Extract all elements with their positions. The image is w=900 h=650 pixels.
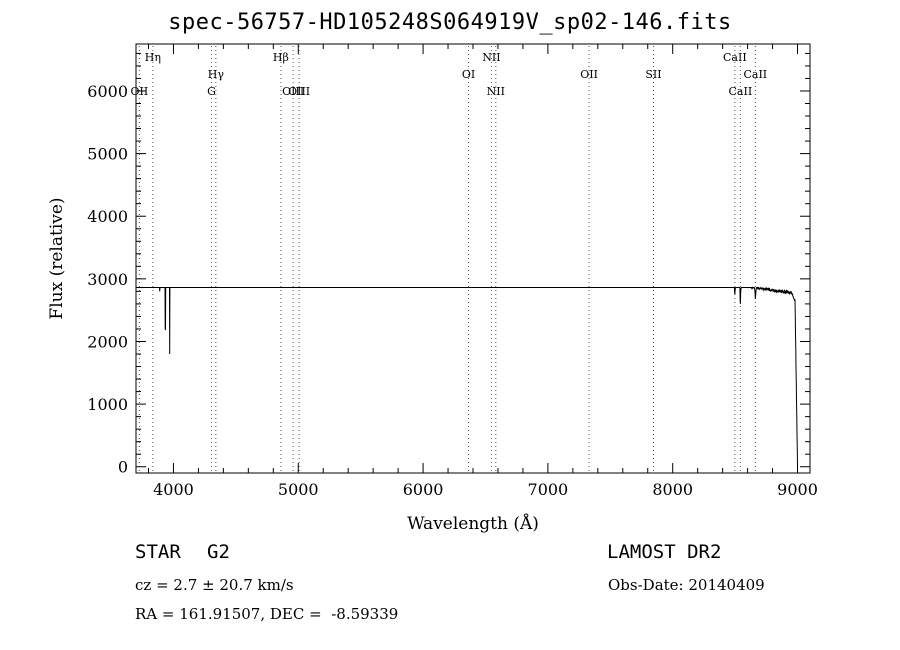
line-marker-label-0: OII xyxy=(131,85,149,98)
line-marker-label-11: SII xyxy=(645,68,661,81)
line-marker-label-3: G xyxy=(207,85,216,98)
redshift-value: cz = 2.7 ± 20.7 km/s xyxy=(135,576,294,594)
line-marker-label-14: CaII xyxy=(729,85,753,98)
line-marker-label-2: Hγ xyxy=(208,68,225,81)
plot-frame xyxy=(135,43,811,474)
y-tick-label-4000: 4000 xyxy=(87,207,128,226)
obs-date: Obs-Date: 20140409 xyxy=(608,576,765,594)
y-axis-label: Flux (relative) xyxy=(47,197,67,319)
line-marker-label-4: Hβ xyxy=(273,51,289,64)
line-marker-label-10: OII xyxy=(580,68,598,81)
line-marker-label-13: CaII xyxy=(743,68,767,81)
x-tick-label-7000: 7000 xyxy=(528,480,569,499)
x-tick-label-9000: 9000 xyxy=(777,480,818,499)
line-marker-label-6: OIII xyxy=(288,85,310,98)
y-tick-label-5000: 5000 xyxy=(87,145,128,164)
line-marker-label-8: NII xyxy=(482,51,500,64)
star-label: STAR xyxy=(135,541,181,563)
line-marker-label-12: CaII xyxy=(723,51,747,64)
x-tick-label-8000: 8000 xyxy=(652,480,693,499)
survey-label: LAMOST DR2 xyxy=(607,541,722,563)
y-tick-label-1000: 1000 xyxy=(87,395,128,414)
ra-dec: RA = 161.91507, DEC = -8.59339 xyxy=(135,605,399,623)
line-marker-label-1: Hη xyxy=(145,51,161,64)
line-marker-label-9: NII xyxy=(487,85,505,98)
line-marker-label-7: OI xyxy=(462,68,475,81)
spectral-type: G2 xyxy=(207,541,230,563)
x-tick-label-4000: 4000 xyxy=(153,480,194,499)
y-tick-label-3000: 3000 xyxy=(87,270,128,289)
x-tick-label-6000: 6000 xyxy=(403,480,444,499)
x-tick-label-5000: 5000 xyxy=(278,480,319,499)
y-tick-label-2000: 2000 xyxy=(87,332,128,351)
y-tick-label-0: 0 xyxy=(118,458,128,477)
x-axis-label: Wavelength (Å) xyxy=(407,513,539,534)
chart-title: spec-56757-HD105248S064919V_sp02-146.fit… xyxy=(168,10,732,35)
y-tick-label-6000: 6000 xyxy=(87,82,128,101)
spectrum-line xyxy=(136,286,798,467)
